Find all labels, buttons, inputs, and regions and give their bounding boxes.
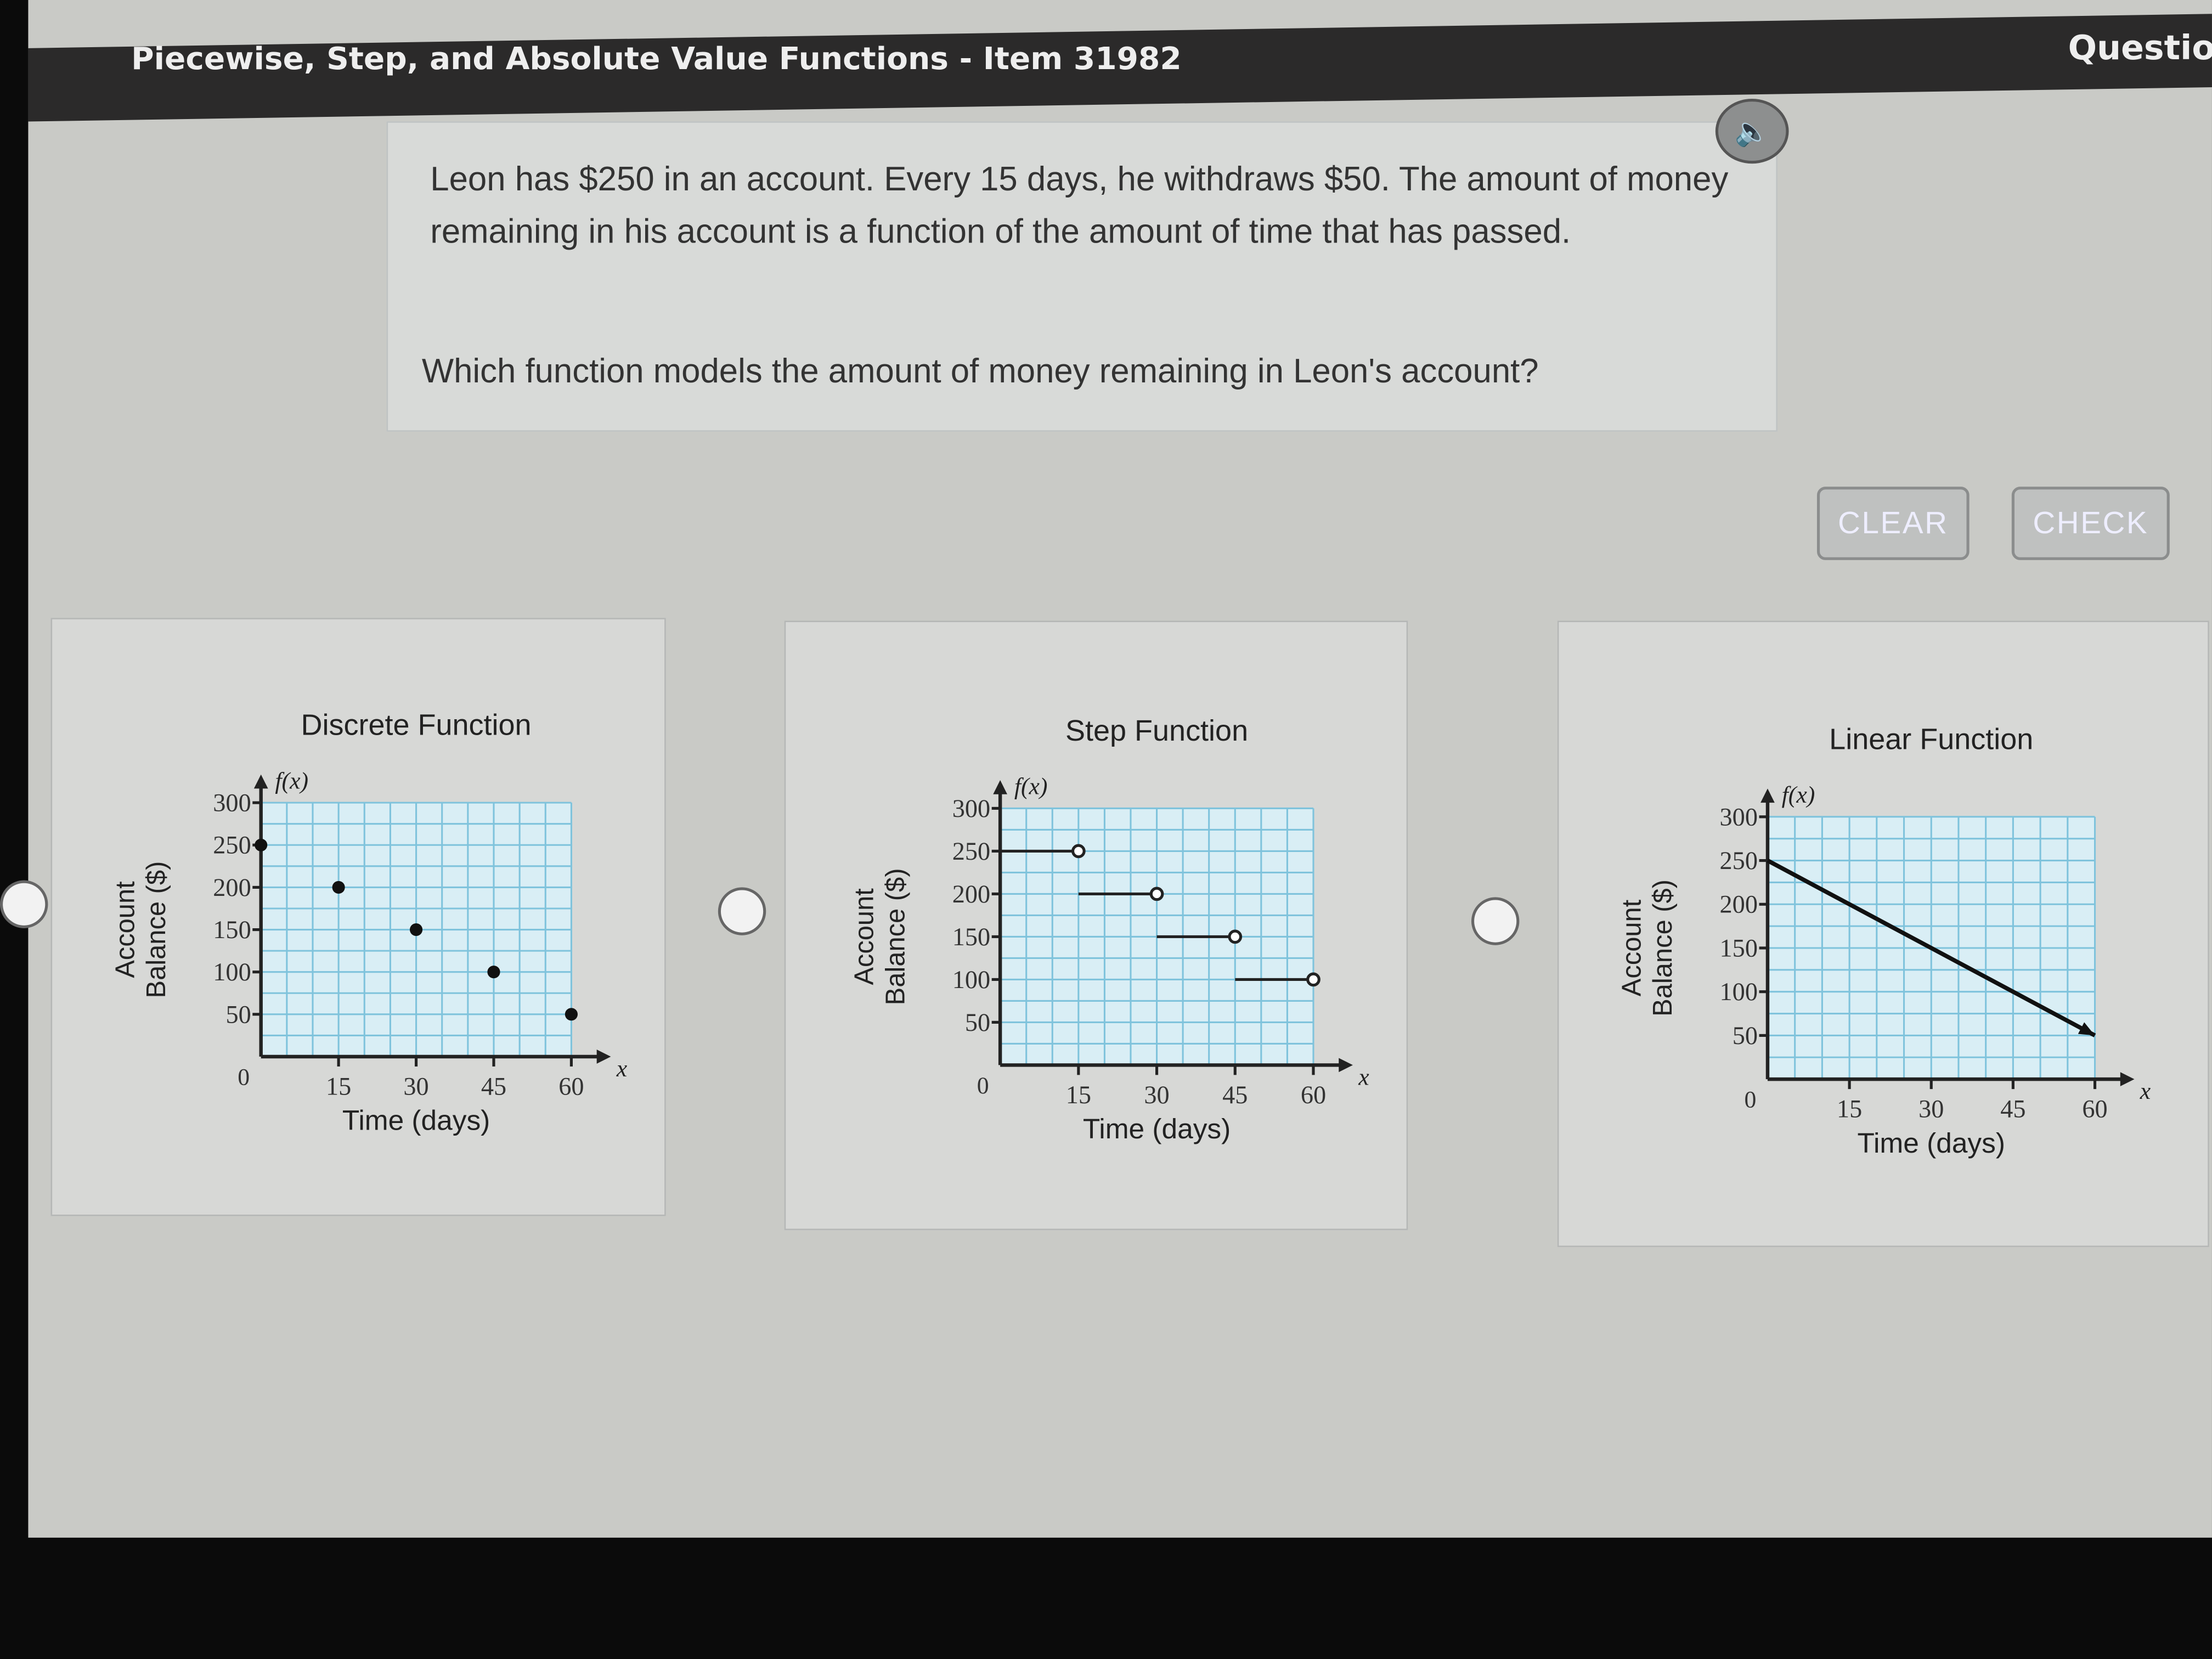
data-point bbox=[255, 838, 268, 851]
chart-title: Step Function bbox=[1065, 714, 1248, 747]
y-tick-label: 200 bbox=[1720, 891, 1758, 919]
y-tick-label: 300 bbox=[1720, 803, 1758, 831]
y-tick-label: 250 bbox=[213, 832, 251, 860]
y-tick-label: 50 bbox=[225, 1001, 251, 1029]
y-tick-label: 150 bbox=[952, 923, 990, 951]
radio-linear[interactable] bbox=[1471, 897, 1520, 945]
x-axis-arrow-icon bbox=[1339, 1058, 1353, 1073]
y-axis-label-line1: Account bbox=[110, 881, 140, 978]
data-point bbox=[332, 881, 345, 894]
data-point bbox=[409, 923, 423, 936]
y-tick-label: 150 bbox=[213, 916, 251, 944]
fx-label: f(x) bbox=[275, 768, 308, 794]
y-tick-label: 150 bbox=[1720, 934, 1758, 962]
x-axis-variable: x bbox=[1358, 1064, 1369, 1090]
clear-button[interactable]: CLEAR bbox=[1816, 487, 1970, 560]
speaker-icon[interactable]: 🔈 bbox=[1715, 98, 1789, 164]
y-tick-label: 200 bbox=[213, 874, 251, 902]
y-tick-label: 100 bbox=[213, 958, 251, 986]
y-tick-label: 100 bbox=[1720, 978, 1758, 1006]
line-arrow-icon bbox=[2078, 1022, 2095, 1036]
y-tick-label: 200 bbox=[952, 881, 990, 909]
x-axis-label: Time (days) bbox=[1083, 1113, 1231, 1144]
prompt-text: Leon has $250 in an account. Every 15 da… bbox=[430, 161, 1729, 251]
page-title: Piecewise, Step, and Absolute Value Func… bbox=[131, 42, 1182, 78]
y-axis-label-line2: Balance ($) bbox=[142, 861, 171, 998]
x-tick-label: 60 bbox=[558, 1073, 584, 1101]
radio-discrete[interactable] bbox=[0, 880, 48, 928]
y-axis-arrow-icon bbox=[993, 780, 1007, 794]
open-endpoint bbox=[1306, 972, 1321, 987]
chart-title: Linear Function bbox=[1829, 723, 2033, 755]
x-tick-label: 30 bbox=[1144, 1081, 1169, 1109]
y-tick-label: 50 bbox=[1733, 1022, 1758, 1050]
question-prompt: Leon has $250 in an account. Every 15 da… bbox=[386, 121, 1778, 432]
x-axis-variable: x bbox=[2140, 1078, 2151, 1104]
x-tick-label: 45 bbox=[1222, 1081, 1248, 1109]
chart-discrete: Discrete Function f(x) x 0 15 30 45 60 50 100 150 2… bbox=[110, 709, 628, 1136]
x-tick-label: 45 bbox=[481, 1073, 506, 1101]
fx-label: f(x) bbox=[1014, 774, 1048, 800]
x-tick-label: 60 bbox=[2082, 1096, 2107, 1124]
chart-step: Step Function f(x) x 0 15 30 45 60 50 100 150 200 25… bbox=[850, 714, 1370, 1144]
x-tick-label: 15 bbox=[1837, 1096, 1862, 1124]
x-axis-arrow-icon bbox=[596, 1049, 611, 1064]
y-tick-label: 250 bbox=[1720, 847, 1758, 875]
prompt-question: Which function models the amount of mone… bbox=[421, 352, 1539, 391]
open-endpoint bbox=[1149, 887, 1164, 901]
question-label: Questio bbox=[2068, 28, 2212, 68]
y-axis-label-line2: Balance ($) bbox=[881, 868, 910, 1006]
open-endpoint bbox=[1071, 844, 1086, 859]
check-button[interactable]: CHECK bbox=[2011, 487, 2170, 560]
x-axis-label: Time (days) bbox=[342, 1104, 490, 1136]
y-axis-label-line1: Account bbox=[1617, 899, 1647, 996]
data-point bbox=[565, 1008, 578, 1021]
chart-linear: Linear Function f(x) x 0 15 30 45 60 50 100 150 200… bbox=[1617, 723, 2151, 1159]
y-axis-label-line1: Account bbox=[850, 888, 879, 985]
x-axis-variable: x bbox=[616, 1056, 628, 1082]
chart-title: Discrete Function bbox=[301, 709, 532, 742]
x-axis-label: Time (days) bbox=[1858, 1127, 2005, 1159]
y-axis-arrow-icon bbox=[1760, 788, 1775, 803]
option-card-linear[interactable]: Linear Function f(x) x 0 15 30 45 60 50 100 150 200… bbox=[1557, 620, 2209, 1248]
origin-label: 0 bbox=[977, 1073, 989, 1099]
radio-step[interactable] bbox=[718, 887, 766, 935]
origin-label: 0 bbox=[238, 1064, 250, 1090]
data-point bbox=[487, 966, 500, 979]
y-tick-label: 250 bbox=[952, 838, 990, 866]
x-tick-label: 30 bbox=[1918, 1096, 1944, 1124]
y-tick-label: 100 bbox=[952, 966, 990, 994]
x-tick-label: 60 bbox=[1301, 1081, 1326, 1109]
x-tick-label: 30 bbox=[403, 1073, 428, 1101]
y-tick-label: 300 bbox=[952, 795, 990, 823]
option-card-discrete[interactable]: Discrete Function f(x) x 0 15 30 45 60 50 100 150 2… bbox=[50, 618, 666, 1216]
open-endpoint bbox=[1228, 929, 1243, 944]
y-axis-arrow-icon bbox=[253, 774, 268, 789]
x-tick-label: 15 bbox=[1066, 1081, 1091, 1109]
linear-line bbox=[1767, 859, 2096, 1037]
y-axis-label-line2: Balance ($) bbox=[1648, 879, 1678, 1017]
origin-label: 0 bbox=[1745, 1087, 1757, 1113]
y-tick-label: 50 bbox=[965, 1009, 990, 1037]
fx-label: f(x) bbox=[1782, 782, 1815, 808]
x-tick-label: 15 bbox=[326, 1073, 351, 1101]
option-card-step[interactable]: Step Function f(x) x 0 15 30 45 60 50 100 150 200 25… bbox=[784, 620, 1408, 1231]
x-axis-arrow-icon bbox=[2120, 1072, 2135, 1086]
y-tick-label: 300 bbox=[213, 789, 251, 817]
x-tick-label: 45 bbox=[2000, 1096, 2025, 1124]
